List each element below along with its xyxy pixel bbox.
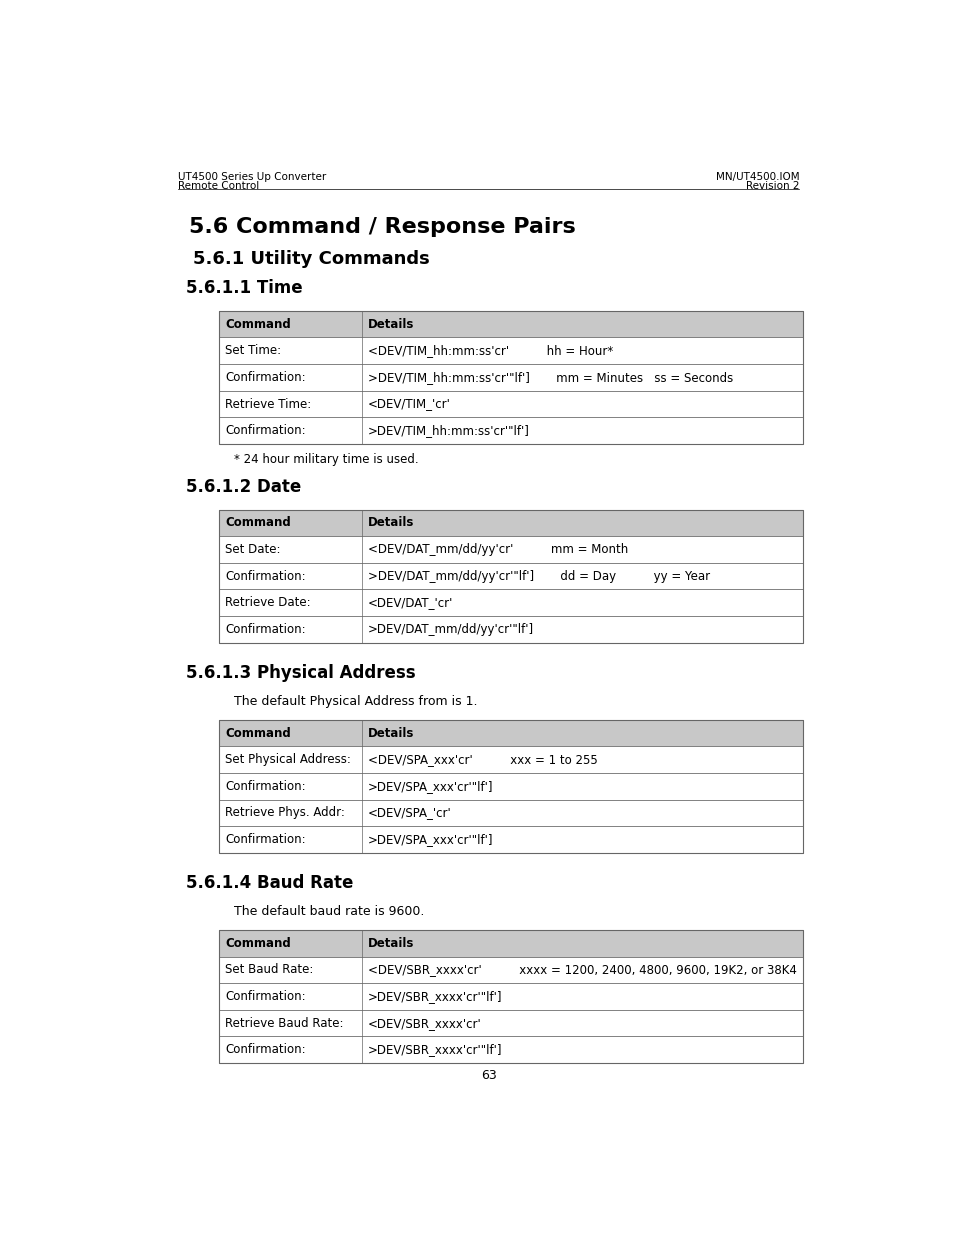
Text: Retrieve Baud Rate:: Retrieve Baud Rate: [225, 1016, 343, 1030]
Bar [219, 983, 802, 1010]
Bar [219, 930, 802, 1063]
Text: 5.6.1 Utility Commands: 5.6.1 Utility Commands [193, 249, 430, 268]
Bar [219, 1010, 802, 1036]
Text: Retrieve Time:: Retrieve Time: [225, 398, 311, 410]
Text: 63: 63 [480, 1068, 497, 1082]
Text: >DEV/DAT_mm/dd/yy'cr'"lf']       dd = Day          yy = Year: >DEV/DAT_mm/dd/yy'cr'"lf'] dd = Day yy =… [368, 569, 709, 583]
Text: Details: Details [368, 726, 414, 740]
Bar [219, 364, 802, 390]
Text: <DEV/TIM_hh:mm:ss'cr'          hh = Hour*: <DEV/TIM_hh:mm:ss'cr' hh = Hour* [368, 345, 613, 357]
Bar [219, 311, 802, 443]
Bar [219, 720, 802, 853]
Text: Details: Details [368, 516, 414, 530]
Text: Set Baud Rate:: Set Baud Rate: [225, 963, 313, 977]
Text: The default Physical Address from is 1.: The default Physical Address from is 1. [233, 695, 476, 708]
Text: 5.6.1.2 Date: 5.6.1.2 Date [186, 478, 301, 496]
Text: <DEV/TIM_'cr': <DEV/TIM_'cr' [368, 398, 451, 410]
Text: Command: Command [225, 317, 291, 331]
Text: 5.6 Command / Response Pairs: 5.6 Command / Response Pairs [190, 216, 576, 237]
Text: >DEV/DAT_mm/dd/yy'cr'"lf']: >DEV/DAT_mm/dd/yy'cr'"lf'] [368, 622, 534, 636]
Bar [219, 957, 802, 983]
Text: 5.6.1.3 Physical Address: 5.6.1.3 Physical Address [186, 663, 415, 682]
Text: <DEV/SBR_xxxx'cr'          xxxx = 1200, 2400, 4800, 9600, 19K2, or 38K4: <DEV/SBR_xxxx'cr' xxxx = 1200, 2400, 480… [368, 963, 796, 977]
Text: >DEV/SPA_xxx'cr'"lf']: >DEV/SPA_xxx'cr'"lf'] [368, 779, 493, 793]
Text: Set Physical Address:: Set Physical Address: [225, 753, 351, 766]
Bar [219, 930, 802, 957]
Bar [219, 826, 802, 853]
Bar [219, 1036, 802, 1063]
Bar [219, 390, 802, 417]
Text: Confirmation:: Confirmation: [225, 370, 305, 384]
Bar [219, 510, 802, 642]
Text: <DEV/DAT_mm/dd/yy'cr'          mm = Month: <DEV/DAT_mm/dd/yy'cr' mm = Month [368, 543, 628, 556]
Bar [219, 746, 802, 773]
Text: Command: Command [225, 726, 291, 740]
Text: Confirmation:: Confirmation: [225, 1044, 305, 1056]
Bar [219, 311, 802, 337]
Bar [219, 536, 802, 563]
Bar [219, 417, 802, 443]
Text: Confirmation:: Confirmation: [225, 779, 305, 793]
Bar [219, 799, 802, 826]
Text: Command: Command [225, 936, 291, 950]
Bar [219, 337, 802, 364]
Text: Remote Control: Remote Control [178, 180, 259, 190]
Text: Confirmation:: Confirmation: [225, 424, 305, 437]
Text: * 24 hour military time is used.: * 24 hour military time is used. [233, 453, 418, 467]
Bar [219, 773, 802, 799]
Bar [219, 616, 802, 642]
Text: Retrieve Phys. Addr:: Retrieve Phys. Addr: [225, 806, 344, 819]
Text: Set Time:: Set Time: [225, 345, 281, 357]
Text: Command: Command [225, 516, 291, 530]
Text: Confirmation:: Confirmation: [225, 834, 305, 846]
Bar [219, 563, 802, 589]
Text: Confirmation:: Confirmation: [225, 569, 305, 583]
Text: 5.6.1.4 Baud Rate: 5.6.1.4 Baud Rate [186, 874, 353, 892]
Bar [219, 510, 802, 536]
Text: MN/UT4500.IOM: MN/UT4500.IOM [715, 172, 799, 182]
Text: <DEV/DAT_'cr': <DEV/DAT_'cr' [368, 597, 453, 609]
Text: 5.6.1.1 Time: 5.6.1.1 Time [186, 279, 302, 298]
Text: >DEV/SBR_xxxx'cr'"lf']: >DEV/SBR_xxxx'cr'"lf'] [368, 990, 502, 1003]
Text: <DEV/SPA_'cr': <DEV/SPA_'cr' [368, 806, 452, 819]
Text: Confirmation:: Confirmation: [225, 990, 305, 1003]
Text: >DEV/SPA_xxx'cr'"lf']: >DEV/SPA_xxx'cr'"lf'] [368, 834, 493, 846]
Text: >DEV/TIM_hh:mm:ss'cr'"lf']       mm = Minutes   ss = Seconds: >DEV/TIM_hh:mm:ss'cr'"lf'] mm = Minutes … [368, 370, 733, 384]
Text: >DEV/TIM_hh:mm:ss'cr'"lf']: >DEV/TIM_hh:mm:ss'cr'"lf'] [368, 424, 530, 437]
Text: Retrieve Date:: Retrieve Date: [225, 597, 311, 609]
Bar [219, 720, 802, 746]
Text: >DEV/SBR_xxxx'cr'"lf']: >DEV/SBR_xxxx'cr'"lf'] [368, 1044, 502, 1056]
Text: Revision 2: Revision 2 [745, 180, 799, 190]
Text: Confirmation:: Confirmation: [225, 622, 305, 636]
Text: <DEV/SPA_xxx'cr'          xxx = 1 to 255: <DEV/SPA_xxx'cr' xxx = 1 to 255 [368, 753, 598, 766]
Text: Set Date:: Set Date: [225, 543, 280, 556]
Text: The default baud rate is 9600.: The default baud rate is 9600. [233, 905, 424, 918]
Bar [219, 589, 802, 616]
Text: Details: Details [368, 317, 414, 331]
Text: UT4500 Series Up Converter: UT4500 Series Up Converter [178, 172, 326, 182]
Text: Details: Details [368, 936, 414, 950]
Text: <DEV/SBR_xxxx'cr': <DEV/SBR_xxxx'cr' [368, 1016, 481, 1030]
